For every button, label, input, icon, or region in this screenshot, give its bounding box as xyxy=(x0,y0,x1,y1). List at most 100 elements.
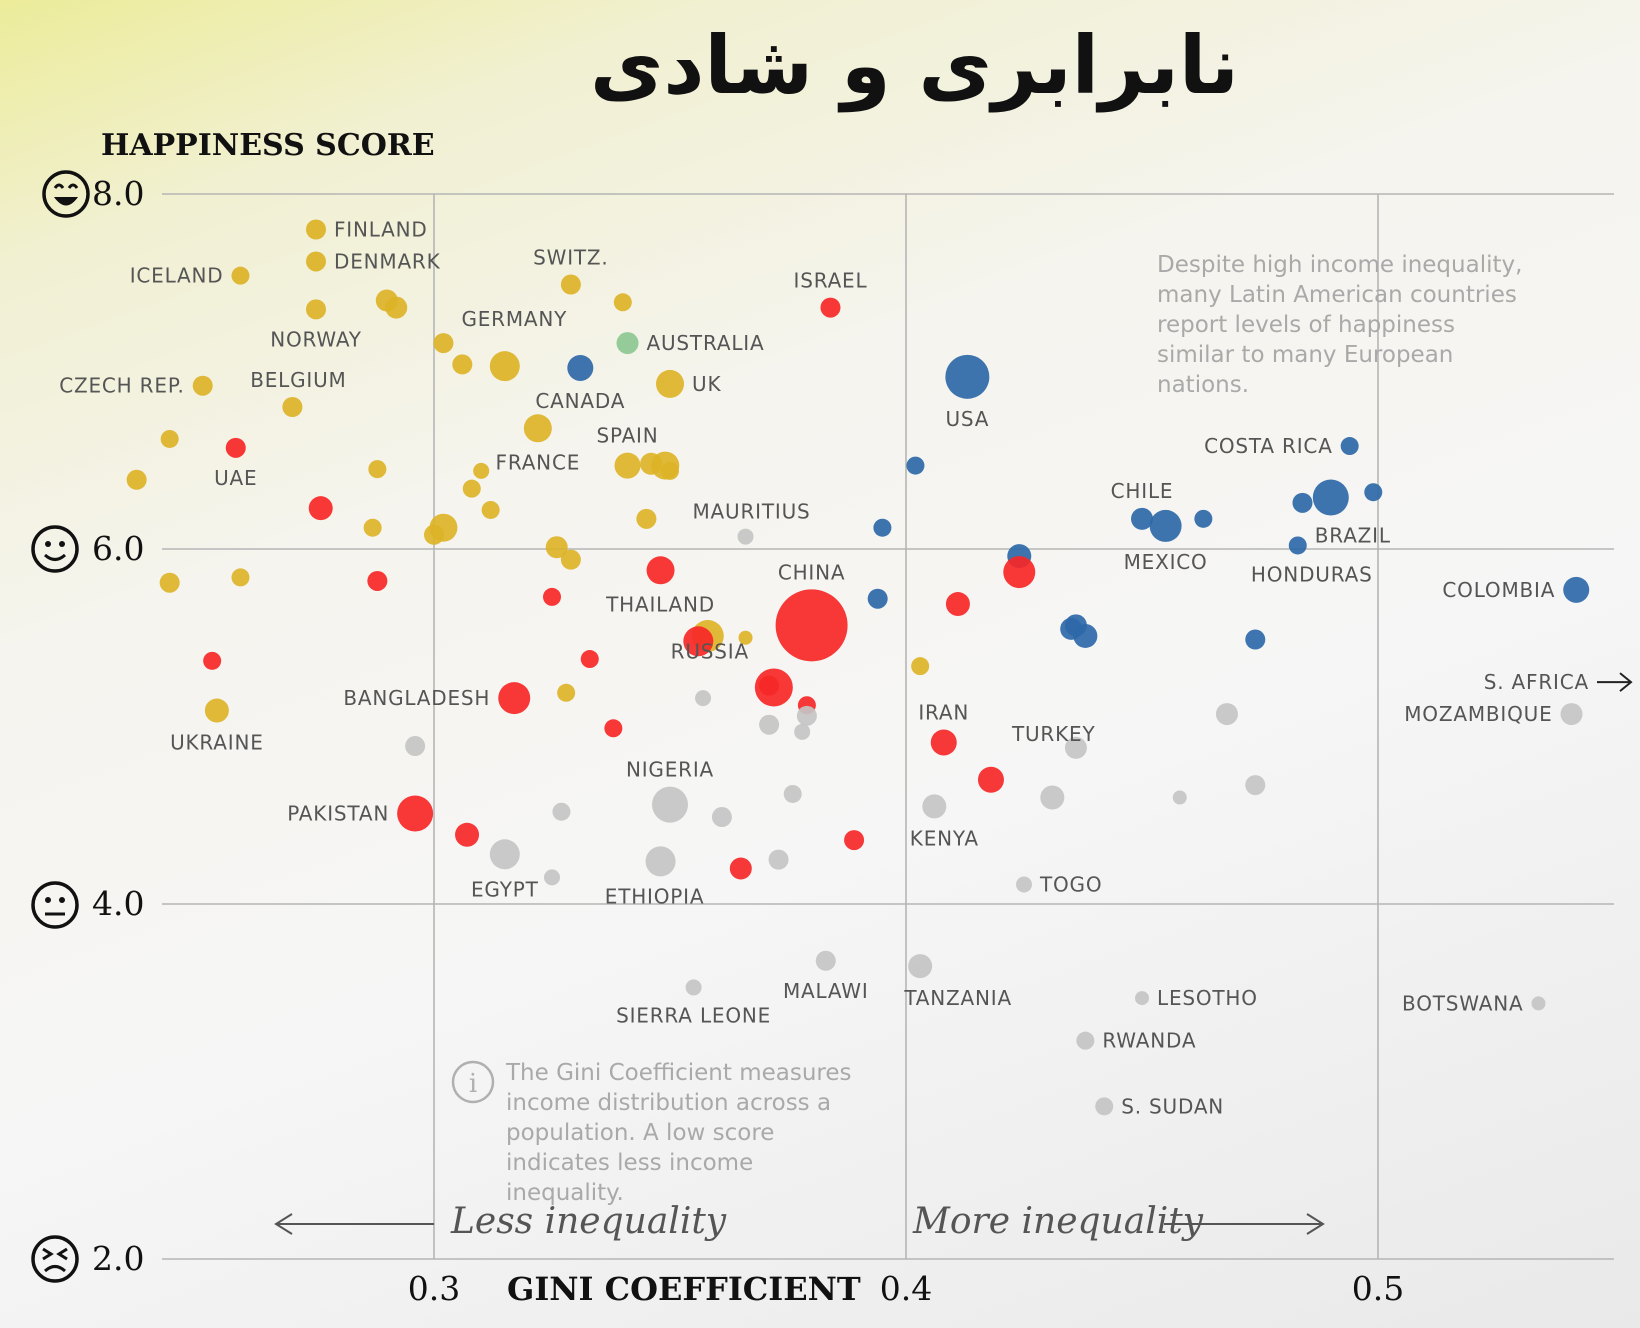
more-inequality-label: More inequality xyxy=(912,1201,1204,1242)
point-unlabeled xyxy=(783,784,802,803)
info-icon: i xyxy=(451,1060,495,1104)
label-s-sudan: S. SUDAN xyxy=(1121,1094,1224,1118)
point-unlabeled xyxy=(367,570,388,591)
point-spain xyxy=(614,452,641,479)
point-china xyxy=(775,589,848,662)
point-tanzania xyxy=(908,954,933,979)
smile-face-icon xyxy=(31,525,79,573)
label-czech-rep: CZECH REP. xyxy=(59,374,185,398)
x-tick-label: 0.4 xyxy=(880,1269,932,1308)
svg-text:i: i xyxy=(469,1069,477,1099)
label-pakistan: PAKISTAN xyxy=(287,801,389,825)
point-france xyxy=(523,414,552,443)
point-unlabeled xyxy=(1040,785,1065,810)
label-chile: CHILE xyxy=(1111,479,1174,503)
data-points xyxy=(126,219,1590,1116)
label-switz: SWITZ. xyxy=(533,246,608,270)
point-costa-rica xyxy=(1340,437,1359,456)
point-lesotho xyxy=(1135,991,1149,1006)
gini-info-note-line: income distribution across a xyxy=(506,1090,831,1116)
point-unlabeled xyxy=(544,869,560,886)
point-botswana xyxy=(1531,996,1546,1011)
point-unlabeled xyxy=(1073,623,1098,648)
point-sierra-leone xyxy=(685,979,702,996)
y-tick-label: 2.0 xyxy=(92,1239,144,1278)
label-rwanda: RWANDA xyxy=(1102,1029,1196,1053)
point-unlabeled xyxy=(867,588,888,609)
point-chile xyxy=(1131,507,1153,530)
x-tick-label: 0.3 xyxy=(408,1269,460,1308)
point-unlabeled xyxy=(557,683,576,702)
y-axis-title: HAPPINESS SCORE xyxy=(101,128,435,163)
point-unlabeled xyxy=(231,568,250,587)
point-uae xyxy=(225,437,246,458)
point-unlabeled xyxy=(911,657,930,676)
point-unlabeled xyxy=(661,461,679,480)
point-nigeria xyxy=(652,786,688,823)
label-honduras: HONDURAS xyxy=(1251,562,1373,586)
point-ethiopia xyxy=(645,846,676,877)
label-russia: RUSSIA xyxy=(671,639,749,663)
point-unlabeled xyxy=(543,587,561,606)
point-norway xyxy=(306,299,326,320)
point-honduras xyxy=(1288,536,1307,555)
label-france: FRANCE xyxy=(496,450,581,474)
point-kenya xyxy=(922,794,947,819)
point-unlabeled xyxy=(126,469,147,490)
y-tick-label: 4.0 xyxy=(92,884,144,923)
label-germany: GERMANY xyxy=(461,307,567,331)
point-unlabeled xyxy=(1245,775,1266,796)
label-norway: NORWAY xyxy=(270,327,362,351)
point-unlabeled xyxy=(363,518,382,537)
label-egypt: EGYPT xyxy=(471,877,539,901)
label-turkey: TURKEY xyxy=(1011,722,1096,746)
point-unlabeled xyxy=(560,549,581,570)
point-unlabeled xyxy=(1215,703,1238,726)
point-unlabeled xyxy=(945,592,970,617)
point-unlabeled xyxy=(203,651,222,670)
point-s-sudan xyxy=(1095,1097,1114,1116)
point-unlabeled xyxy=(613,293,632,312)
point-unlabeled xyxy=(405,736,426,757)
point-canada xyxy=(567,354,594,381)
latin-america-note-text: Despite high income inequality, xyxy=(1157,252,1522,278)
label-lesotho: LESOTHO xyxy=(1157,986,1258,1010)
gini-info-note-line: indicates less income xyxy=(506,1150,753,1176)
neutral-face-icon xyxy=(31,881,79,929)
gini-info-note-text: The Gini Coefficient measures xyxy=(505,1060,851,1086)
label-iran: IRAN xyxy=(918,700,969,724)
point-unlabeled xyxy=(1064,736,1087,759)
y-tick-label: 8.0 xyxy=(92,174,144,213)
point-unlabeled xyxy=(906,456,925,475)
latin-america-note-line: many Latin American countries xyxy=(1157,282,1517,308)
point-unlabeled xyxy=(683,626,714,657)
point-iceland xyxy=(231,266,250,285)
angry-face-icon xyxy=(31,1235,79,1283)
latin-america-note-line: similar to many European xyxy=(1157,342,1453,368)
point-unlabeled xyxy=(473,462,490,479)
point-unlabeled xyxy=(452,354,473,375)
point-switz xyxy=(560,274,581,295)
point-czech-rep xyxy=(192,375,213,396)
point-denmark xyxy=(306,251,326,272)
label-canada: CANADA xyxy=(535,389,625,413)
label-nigeria: NIGERIA xyxy=(626,758,714,782)
point-israel xyxy=(820,297,841,318)
label-ethiopia: ETHIOPIA xyxy=(605,884,705,908)
y-tick-label: 6.0 xyxy=(92,529,144,568)
label-china: CHINA xyxy=(778,560,846,584)
point-unlabeled xyxy=(580,650,599,669)
point-bangladesh xyxy=(498,682,531,715)
less-inequality-label: Less inequality xyxy=(450,1201,727,1242)
point-australia xyxy=(616,332,639,355)
point-germany xyxy=(433,333,454,354)
point-unlabeled xyxy=(462,479,481,498)
latin-america-note-line: report levels of happiness xyxy=(1157,312,1455,338)
label-ukraine: UKRAINE xyxy=(170,731,264,755)
label-israel: ISRAEL xyxy=(794,269,868,293)
point-unlabeled xyxy=(759,675,780,696)
gini-info-note-line: inequality. xyxy=(506,1180,624,1206)
point-unlabeled xyxy=(796,705,817,726)
point-unlabeled xyxy=(695,690,712,707)
